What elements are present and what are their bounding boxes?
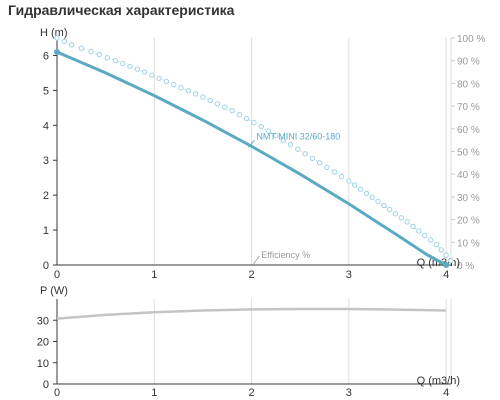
x-tick-label: 0 — [54, 269, 60, 281]
head-curve-start-point — [54, 49, 60, 55]
efficiency-marker — [179, 86, 183, 90]
efficiency-marker — [358, 187, 362, 191]
efficiency-marker — [186, 89, 190, 93]
efficiency-marker — [444, 253, 448, 257]
power-y-tick-label: 20 — [37, 337, 49, 349]
x-tick-label: 4 — [443, 269, 449, 281]
efficiency-marker — [164, 79, 168, 83]
y-tick-label: 4 — [43, 120, 49, 132]
x-tick-label: 2 — [249, 269, 255, 281]
efficiency-marker — [237, 112, 241, 116]
efficiency-marker — [79, 46, 83, 50]
efficiency-marker — [157, 76, 161, 80]
efficiency-point — [449, 258, 453, 262]
efficiency-marker — [208, 98, 212, 102]
efficiency-marker — [252, 120, 256, 124]
efficiency-point — [434, 242, 438, 246]
efficiency-point — [259, 124, 263, 128]
y2-tick-label: 60 % — [457, 125, 480, 136]
efficiency-marker — [62, 39, 66, 43]
x-axis-title: Q (m3/h) — [417, 257, 460, 269]
efficiency-marker — [105, 56, 109, 60]
efficiency-point — [347, 179, 351, 183]
head-curve-end-point — [443, 262, 449, 268]
efficiency-point — [288, 142, 292, 146]
efficiency-marker — [121, 61, 125, 65]
efficiency-label-leader — [253, 256, 259, 264]
x-tick-label: 3 — [346, 269, 352, 281]
efficiency-marker — [382, 203, 386, 207]
efficiency-point — [230, 108, 234, 112]
y-tick-label: 6 — [43, 50, 49, 62]
efficiency-marker — [399, 216, 403, 220]
efficiency-marker — [193, 92, 197, 96]
y-tick-label: 1 — [43, 225, 49, 237]
curve-label: NMT MINI 32/60-180 — [256, 131, 340, 141]
efficiency-marker — [215, 102, 219, 106]
efficiency-marker — [296, 147, 300, 151]
efficiency-marker — [417, 229, 421, 233]
power-y-tick-label: 10 — [37, 358, 49, 370]
y2-tick-label: 90 % — [457, 57, 480, 68]
efficiency-marker — [423, 233, 427, 237]
y2-tick-label: 100 % — [457, 34, 485, 45]
y-tick-label: 2 — [43, 190, 49, 202]
y2-tick-label: 10 % — [457, 238, 480, 249]
efficiency-point — [142, 70, 146, 74]
efficiency-point — [405, 220, 409, 224]
efficiency-marker — [411, 224, 415, 228]
efficiency-label: Efficiency % — [261, 250, 310, 260]
efficiency-marker — [388, 207, 392, 211]
power-x-tick-label: 0 — [54, 387, 60, 399]
power-y-axis-title: P (W) — [40, 285, 68, 297]
efficiency-marker — [325, 165, 329, 169]
efficiency-marker — [370, 195, 374, 199]
efficiency-marker — [303, 152, 307, 156]
efficiency-marker — [339, 174, 343, 178]
efficiency-marker — [245, 116, 249, 120]
y-axis-title: H (m) — [40, 27, 68, 39]
power-y-tick-label: 30 — [37, 315, 49, 327]
efficiency-marker — [150, 73, 154, 77]
efficiency-point — [317, 161, 321, 165]
efficiency-marker — [364, 191, 368, 195]
efficiency-point — [113, 59, 117, 63]
efficiency-marker — [353, 183, 357, 187]
efficiency-marker — [97, 52, 101, 56]
y2-tick-label: 70 % — [457, 102, 480, 113]
efficiency-marker — [332, 170, 336, 174]
y2-tick-label: 20 % — [457, 216, 480, 227]
y-tick-label: 5 — [43, 85, 49, 97]
efficiency-marker — [223, 105, 227, 109]
efficiency-marker — [439, 248, 443, 252]
efficiency-point — [55, 36, 59, 40]
efficiency-marker — [128, 64, 132, 68]
power-y-tick-label: 0 — [43, 379, 49, 391]
efficiency-point — [376, 199, 380, 203]
efficiency-point — [172, 82, 176, 86]
y2-tick-label: 80 % — [457, 79, 480, 90]
y2-tick-label: 30 % — [457, 193, 480, 204]
power-x-tick-label: 4 — [443, 387, 449, 399]
efficiency-point — [69, 43, 73, 47]
y-tick-label: 3 — [43, 155, 49, 167]
y-tick-label: 0 — [43, 260, 49, 272]
power-x-tick-label: 1 — [151, 387, 157, 399]
efficiency-marker — [310, 156, 314, 160]
power-x-tick-label: 2 — [249, 387, 255, 399]
y2-tick-label: 40 % — [457, 170, 480, 181]
efficiency-point — [201, 95, 205, 99]
power-x-axis-title: Q (m3/h) — [417, 375, 460, 387]
power-x-tick-label: 3 — [346, 387, 352, 399]
y2-tick-label: 50 % — [457, 148, 480, 159]
efficiency-marker — [428, 238, 432, 242]
x-tick-label: 1 — [151, 269, 157, 281]
efficiency-point — [89, 49, 93, 53]
efficiency-marker — [393, 212, 397, 216]
efficiency-marker — [135, 67, 139, 71]
